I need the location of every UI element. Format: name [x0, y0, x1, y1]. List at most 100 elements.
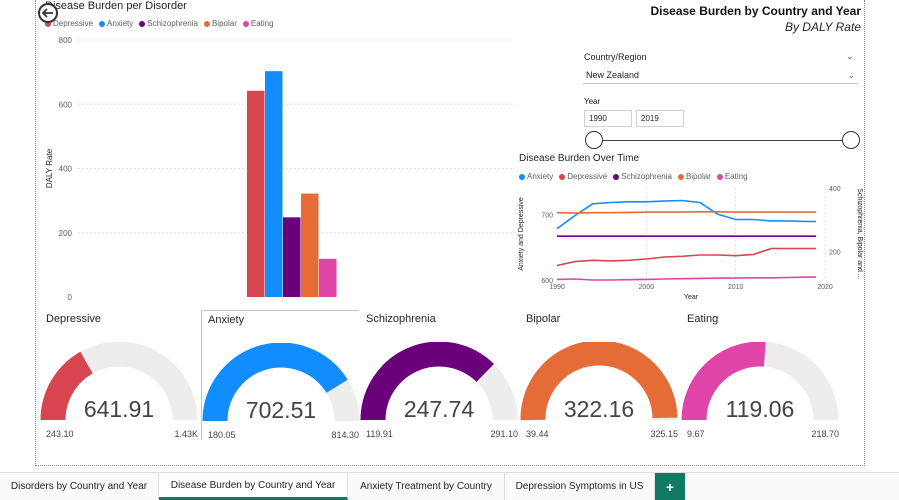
gauge-min: 243.10 [46, 429, 74, 439]
gauge-fill [520, 342, 678, 421]
line-anxiety[interactable] [556, 199, 817, 230]
legend-item[interactable]: Anxiety [519, 172, 553, 181]
gauge-card-bipolar[interactable]: Bipolar 322.16 39.44 325.15 [520, 310, 678, 440]
year-slicer-label: Year [584, 97, 601, 106]
gauge-fill [681, 342, 766, 421]
country-slicer-label: Country/Region [584, 52, 647, 62]
gauge-title: Depressive [46, 313, 102, 325]
legend-dot [716, 173, 723, 180]
gauge-card-schizophrenia[interactable]: Schizophrenia 247.74 119.91 291.10 [360, 310, 518, 440]
year-slider-start-handle[interactable] [585, 131, 603, 149]
legend-item[interactable]: Depressive [45, 19, 93, 28]
gauge-card-depressive[interactable]: Depressive 641.91 243.10 1.43K [40, 310, 198, 440]
line-eating[interactable] [556, 276, 817, 281]
legend-item[interactable]: Bipolar [677, 172, 711, 181]
legend-dot [519, 173, 525, 180]
gauge-title: Schizophrenia [366, 313, 436, 325]
legend-item[interactable]: Anxiety [99, 19, 133, 28]
gauge-chart [520, 342, 678, 421]
line-chart-legend: Anxiety Depressive Schizophrenia Bipolar Eat… [519, 172, 748, 181]
legend-dot [242, 20, 249, 27]
bar-anxiety[interactable] [265, 71, 283, 297]
gauge-max: 814.30 [331, 430, 359, 440]
legend-label: Bipolar [685, 172, 711, 181]
legend-label: Depressive [53, 19, 94, 28]
bar-chart-title: Disease Burden per Disorder [45, 0, 187, 12]
legend-label: Eating [250, 19, 274, 28]
y-right-tick-label: 400 [829, 186, 841, 193]
page-subtitle: By DALY Rate [784, 20, 861, 34]
y-right-axis-label: Schizophrenia, Bipolar and ... [856, 188, 863, 279]
tab-anxiety-treatment[interactable]: Anxiety Treatment by Country [348, 473, 505, 500]
legend-label: Schizophrenia [147, 19, 198, 28]
year-slider-track[interactable] [594, 140, 852, 141]
gauge-title: Bipolar [526, 313, 561, 325]
bar-chart: 0 200 400 600 800 DALY Rate [45, 36, 515, 300]
year-to-input[interactable]: 2019 [636, 110, 684, 127]
gauge-card-anxiety[interactable]: Anxiety 702.51 180.05 814.30 [201, 310, 360, 440]
bar-eating[interactable] [319, 258, 337, 297]
back-button[interactable] [38, 3, 58, 23]
bar-bipolar[interactable] [301, 193, 319, 297]
x-tick-label: 1990 [549, 284, 565, 291]
tab-label: Disease Burden by Country and Year [170, 479, 336, 491]
tab-label: Disorders by Country and Year [10, 481, 148, 492]
country-dropdown-value: New Zealand [586, 70, 640, 80]
gauge-min: 119.91 [366, 429, 393, 439]
collapse-chevron-icon[interactable]: ⌄ [846, 51, 854, 61]
y-axis-label: DALY Rate [45, 148, 54, 188]
gauge-fill [40, 351, 94, 421]
plus-icon: + [665, 478, 675, 495]
bar-schizophrenia[interactable] [283, 217, 301, 297]
legend-dot [559, 173, 566, 180]
gauge-value: 702.51 [245, 397, 317, 423]
chevron-down-icon: ⌄ [847, 69, 855, 80]
y-left-tick-label: 600 [541, 278, 553, 285]
x-axis-label: Year [684, 294, 699, 301]
legend-item[interactable]: Schizophrenia [139, 19, 198, 28]
gauge-chart [202, 343, 360, 422]
tab-depression-symptoms[interactable]: Depression Symptoms in US [505, 473, 655, 500]
bar-depressive[interactable] [247, 90, 265, 297]
y-left-axis-label: Anxiety and Depressive [518, 197, 525, 271]
legend-item[interactable]: Bipolar [203, 19, 237, 28]
legend-item[interactable]: Eating [242, 19, 274, 28]
line-bipolar[interactable] [556, 210, 817, 214]
line-chart: 1990 2000 2010 2020 600 700 200 400 Year Anxiety … [518, 186, 863, 301]
y-right-tick-label: 200 [829, 249, 841, 256]
gauge-value: 119.06 [725, 396, 795, 422]
gauge-min: 9.67 [687, 429, 705, 439]
add-page-button[interactable]: + [655, 473, 685, 500]
gauge-max: 325.15 [650, 429, 678, 439]
tab-disorders-by-country[interactable]: Disorders by Country and Year [0, 473, 159, 500]
year-slider-end-handle[interactable] [842, 131, 860, 149]
legend-item[interactable]: Depressive [559, 172, 607, 181]
legend-dot [139, 20, 146, 27]
x-tick-label: 2000 [639, 284, 655, 291]
gauge-value: 247.74 [403, 396, 475, 422]
gauge-card-eating[interactable]: Eating 119.06 9.67 218.70 [681, 310, 839, 440]
legend-item[interactable]: Eating [716, 172, 748, 181]
gauge-max: 1.43K [174, 429, 198, 439]
y-tick-label: 400 [59, 165, 73, 174]
gauge-min: 39.44 [526, 429, 549, 439]
line-depressive[interactable] [556, 247, 817, 267]
year-from-input[interactable]: 1990 [584, 110, 632, 127]
legend-label: Bipolar [211, 19, 237, 28]
gauge-fill [202, 343, 348, 422]
gauge-value: 322.16 [563, 396, 635, 422]
x-tick-label: 2010 [728, 284, 744, 291]
page-tab-bar: Disorders by Country and Year Disease Bu… [0, 472, 899, 500]
report-canvas [35, 0, 865, 466]
gauge-max: 291.10 [490, 429, 518, 439]
y-tick-label: 800 [59, 36, 73, 45]
gauge-chart [40, 342, 198, 421]
country-dropdown[interactable]: New Zealand ⌄ [583, 67, 858, 84]
tab-disease-burden[interactable]: Disease Burden by Country and Year [159, 473, 348, 500]
legend-item[interactable]: Schizophrenia [613, 172, 672, 181]
legend-dot [613, 173, 620, 180]
tab-label: Depression Symptoms in US [515, 481, 644, 492]
legend-label: Eating [724, 172, 748, 181]
gauge-title: Eating [687, 313, 719, 325]
gauge-value: 641.91 [83, 396, 155, 422]
